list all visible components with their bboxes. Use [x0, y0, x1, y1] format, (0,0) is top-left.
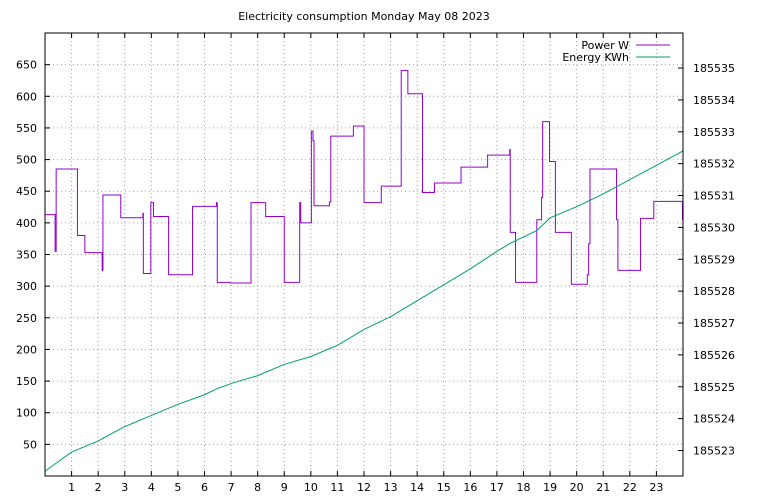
y2-tick-label: 185530: [693, 221, 735, 234]
x-tick-label: 2: [95, 481, 102, 494]
legend-label-power-w: Power W: [581, 39, 629, 52]
x-tick-label: 22: [623, 481, 637, 494]
x-tick-label: 19: [543, 481, 557, 494]
x-tick-label: 6: [201, 481, 208, 494]
x-tick-label: 12: [357, 481, 371, 494]
y-tick-label: 550: [16, 122, 37, 135]
x-tick-label: 3: [121, 481, 128, 494]
y2-tick-label: 185527: [693, 317, 735, 330]
x-tick-label: 15: [437, 481, 451, 494]
y2-tick-label: 185529: [693, 253, 735, 266]
series-line-energy-kwh: [44, 150, 684, 472]
y2-tick-label: 185531: [693, 190, 735, 203]
x-tick-label: 9: [281, 481, 288, 494]
y-tick-label: 200: [16, 343, 37, 356]
x-tick-label: 1: [68, 481, 75, 494]
y2-tick-label: 185526: [693, 349, 735, 362]
y-tick-label: 50: [23, 438, 37, 451]
grid: [45, 33, 683, 476]
x-tick-label: 13: [384, 481, 398, 494]
y-tick-label: 450: [16, 185, 37, 198]
y-tick-label: 600: [16, 90, 37, 103]
y-tick-label: 300: [16, 280, 37, 293]
x-tick-label: 5: [174, 481, 181, 494]
y-tick-label: 650: [16, 59, 37, 72]
y2-tick-label: 185532: [693, 158, 735, 171]
y-tick-label: 100: [16, 407, 37, 420]
x-tick-label: 11: [330, 481, 344, 494]
x-tick-label: 20: [570, 481, 584, 494]
x-tick-label: 23: [649, 481, 663, 494]
y2-tick-label: 185534: [693, 94, 735, 107]
x-tick-label: 16: [463, 481, 477, 494]
y-tick-label: 350: [16, 249, 37, 262]
y2-tick-label: 185533: [693, 126, 735, 139]
y2-tick-label: 185524: [693, 413, 735, 426]
y-tick-label: 500: [16, 154, 37, 167]
y-tick-label: 250: [16, 312, 37, 325]
x-tick-label: 10: [304, 481, 318, 494]
x-tick-label: 17: [490, 481, 504, 494]
legend-label-energy-kwh: Energy KWh: [562, 51, 629, 64]
x-tick-label: 8: [254, 481, 261, 494]
x-tick-label: 14: [410, 481, 424, 494]
x-tick-label: 4: [148, 481, 155, 494]
x-tick-label: 18: [517, 481, 531, 494]
y2-tick-label: 185525: [693, 381, 735, 394]
y2-tick-label: 185528: [693, 285, 735, 298]
series-layer: [44, 69, 684, 472]
y-tick-label: 400: [16, 217, 37, 230]
y2-tick-label: 185523: [693, 445, 735, 458]
y2-tick-label: 185535: [693, 62, 735, 75]
y-tick-label: 150: [16, 375, 37, 388]
chart-title: Electricity consumption Monday May 08 20…: [238, 10, 490, 23]
series-line-power-w: [45, 69, 684, 285]
x-tick-label: 7: [228, 481, 235, 494]
axis-ticks: 1 2 3 4 5 6 7 8 9 10 11 12 13 14 15 16 17 18 19 20 21 22 23501…: [16, 33, 735, 494]
x-tick-label: 21: [596, 481, 610, 494]
